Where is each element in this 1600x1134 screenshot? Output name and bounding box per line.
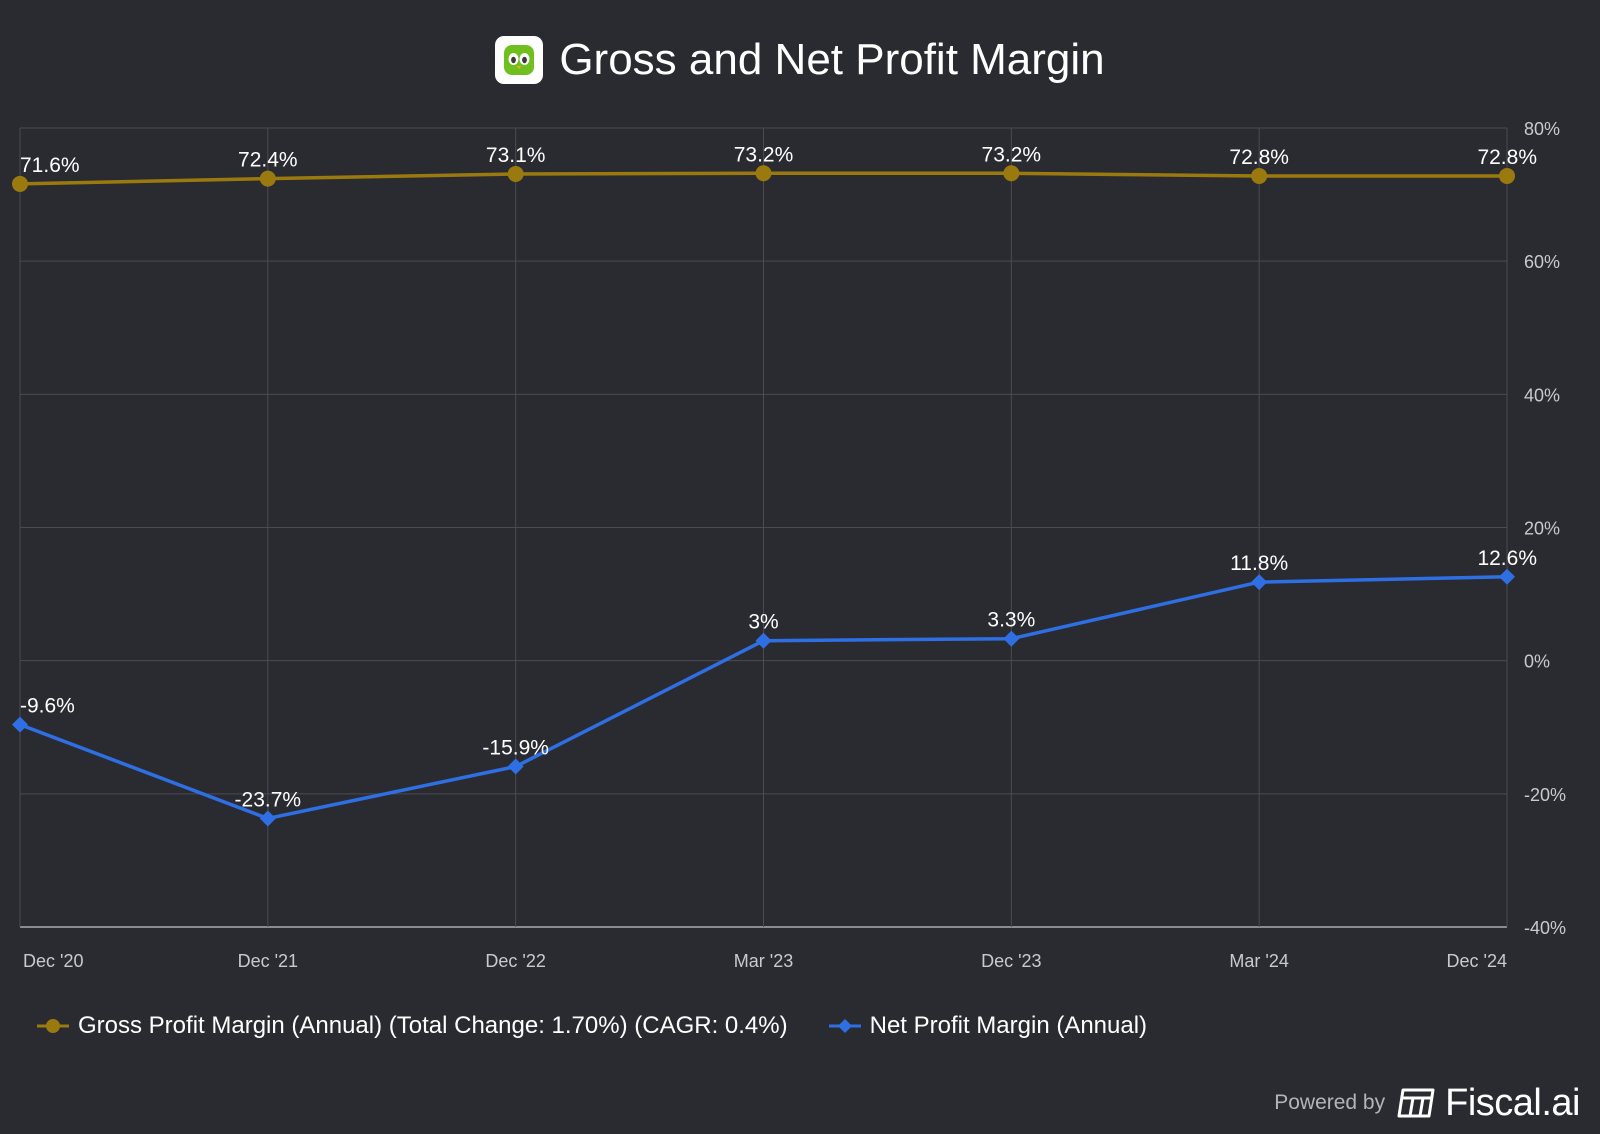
- legend-item-gross[interactable]: Gross Profit Margin (Annual) (Total Chan…: [36, 1012, 788, 1040]
- data-label-net: -15.9%: [482, 737, 549, 760]
- data-point-net[interactable]: [12, 716, 28, 733]
- data-label-net: -9.6%: [20, 695, 75, 718]
- data-label-gross: 71.6%: [20, 154, 80, 177]
- y-tick-label: 60%: [1524, 252, 1560, 272]
- line-chart: 80% 60% 40% 20% 0% -20% -40% Dec '20 Dec '21 Dec …: [12, 119, 1566, 971]
- data-label-gross: 72.8%: [1229, 146, 1289, 169]
- data-label-gross: 73.2%: [982, 143, 1042, 166]
- data-point-gross[interactable]: [755, 165, 772, 182]
- data-point-net[interactable]: [1499, 568, 1515, 585]
- x-tick-label: Dec '20: [23, 951, 83, 971]
- data-point-net[interactable]: [755, 632, 772, 649]
- data-point-net[interactable]: [1251, 574, 1268, 591]
- x-tick-label: Dec '24: [1447, 951, 1507, 971]
- y-tick-label: 0%: [1524, 652, 1550, 672]
- x-tick-label: Dec '22: [485, 951, 545, 971]
- x-tick-label: Mar '23: [734, 951, 793, 971]
- data-label-net: 3.3%: [987, 609, 1035, 632]
- legend-label-gross: Gross Profit Margin (Annual) (Total Chan…: [78, 1012, 788, 1039]
- data-label-gross: 73.1%: [486, 144, 546, 167]
- data-point-net[interactable]: [507, 758, 524, 775]
- data-point-gross[interactable]: [1499, 167, 1515, 184]
- legend-diamond-marker-icon: [828, 1019, 861, 1033]
- data-point-gross[interactable]: [259, 170, 276, 187]
- y-tick-label: -40%: [1524, 918, 1566, 938]
- data-label-net: 12.6%: [1477, 547, 1537, 570]
- legend-label-net: Net Profit Margin (Annual): [869, 1012, 1148, 1039]
- data-label-net: 11.8%: [1230, 552, 1288, 575]
- y-tick-label: -20%: [1524, 785, 1566, 805]
- chart-header: Gross and Net Profit Margin: [0, 28, 1600, 92]
- duolingo-owl-icon: [495, 36, 544, 84]
- chart-title: Gross and Net Profit Margin: [559, 35, 1105, 84]
- x-tick-label: Dec '23: [981, 951, 1041, 971]
- powered-by-text: Powered by: [1274, 1091, 1386, 1114]
- data-point-gross[interactable]: [507, 165, 524, 182]
- data-label-net: -23.7%: [235, 788, 302, 811]
- footer: Powered by Fiscal.ai: [1274, 1080, 1580, 1126]
- data-label-gross: 72.4%: [238, 149, 298, 172]
- y-tick-label: 80%: [1524, 119, 1560, 139]
- legend-circle-marker-icon: [37, 1019, 69, 1033]
- fiscal-logo-icon: [1397, 1088, 1435, 1118]
- y-tick-label: 40%: [1524, 385, 1560, 405]
- data-point-gross[interactable]: [1003, 165, 1020, 182]
- x-tick-label: Mar '24: [1229, 951, 1288, 971]
- data-point-gross[interactable]: [1251, 167, 1268, 184]
- data-point-net[interactable]: [1003, 630, 1020, 647]
- legend: Gross Profit Margin (Annual) (Total Chan…: [36, 1008, 1187, 1044]
- data-label-gross: 73.2%: [734, 143, 794, 166]
- legend-item-net[interactable]: Net Profit Margin (Annual): [828, 1012, 1147, 1040]
- y-tick-label: 20%: [1524, 519, 1560, 539]
- data-label-gross: 72.8%: [1477, 146, 1537, 169]
- fiscal-brand[interactable]: Fiscal.ai: [1445, 1081, 1580, 1124]
- data-point-gross[interactable]: [12, 175, 28, 192]
- data-point-net[interactable]: [259, 810, 276, 827]
- x-tick-label: Dec '21: [238, 951, 298, 971]
- data-label-net: 3%: [748, 611, 778, 634]
